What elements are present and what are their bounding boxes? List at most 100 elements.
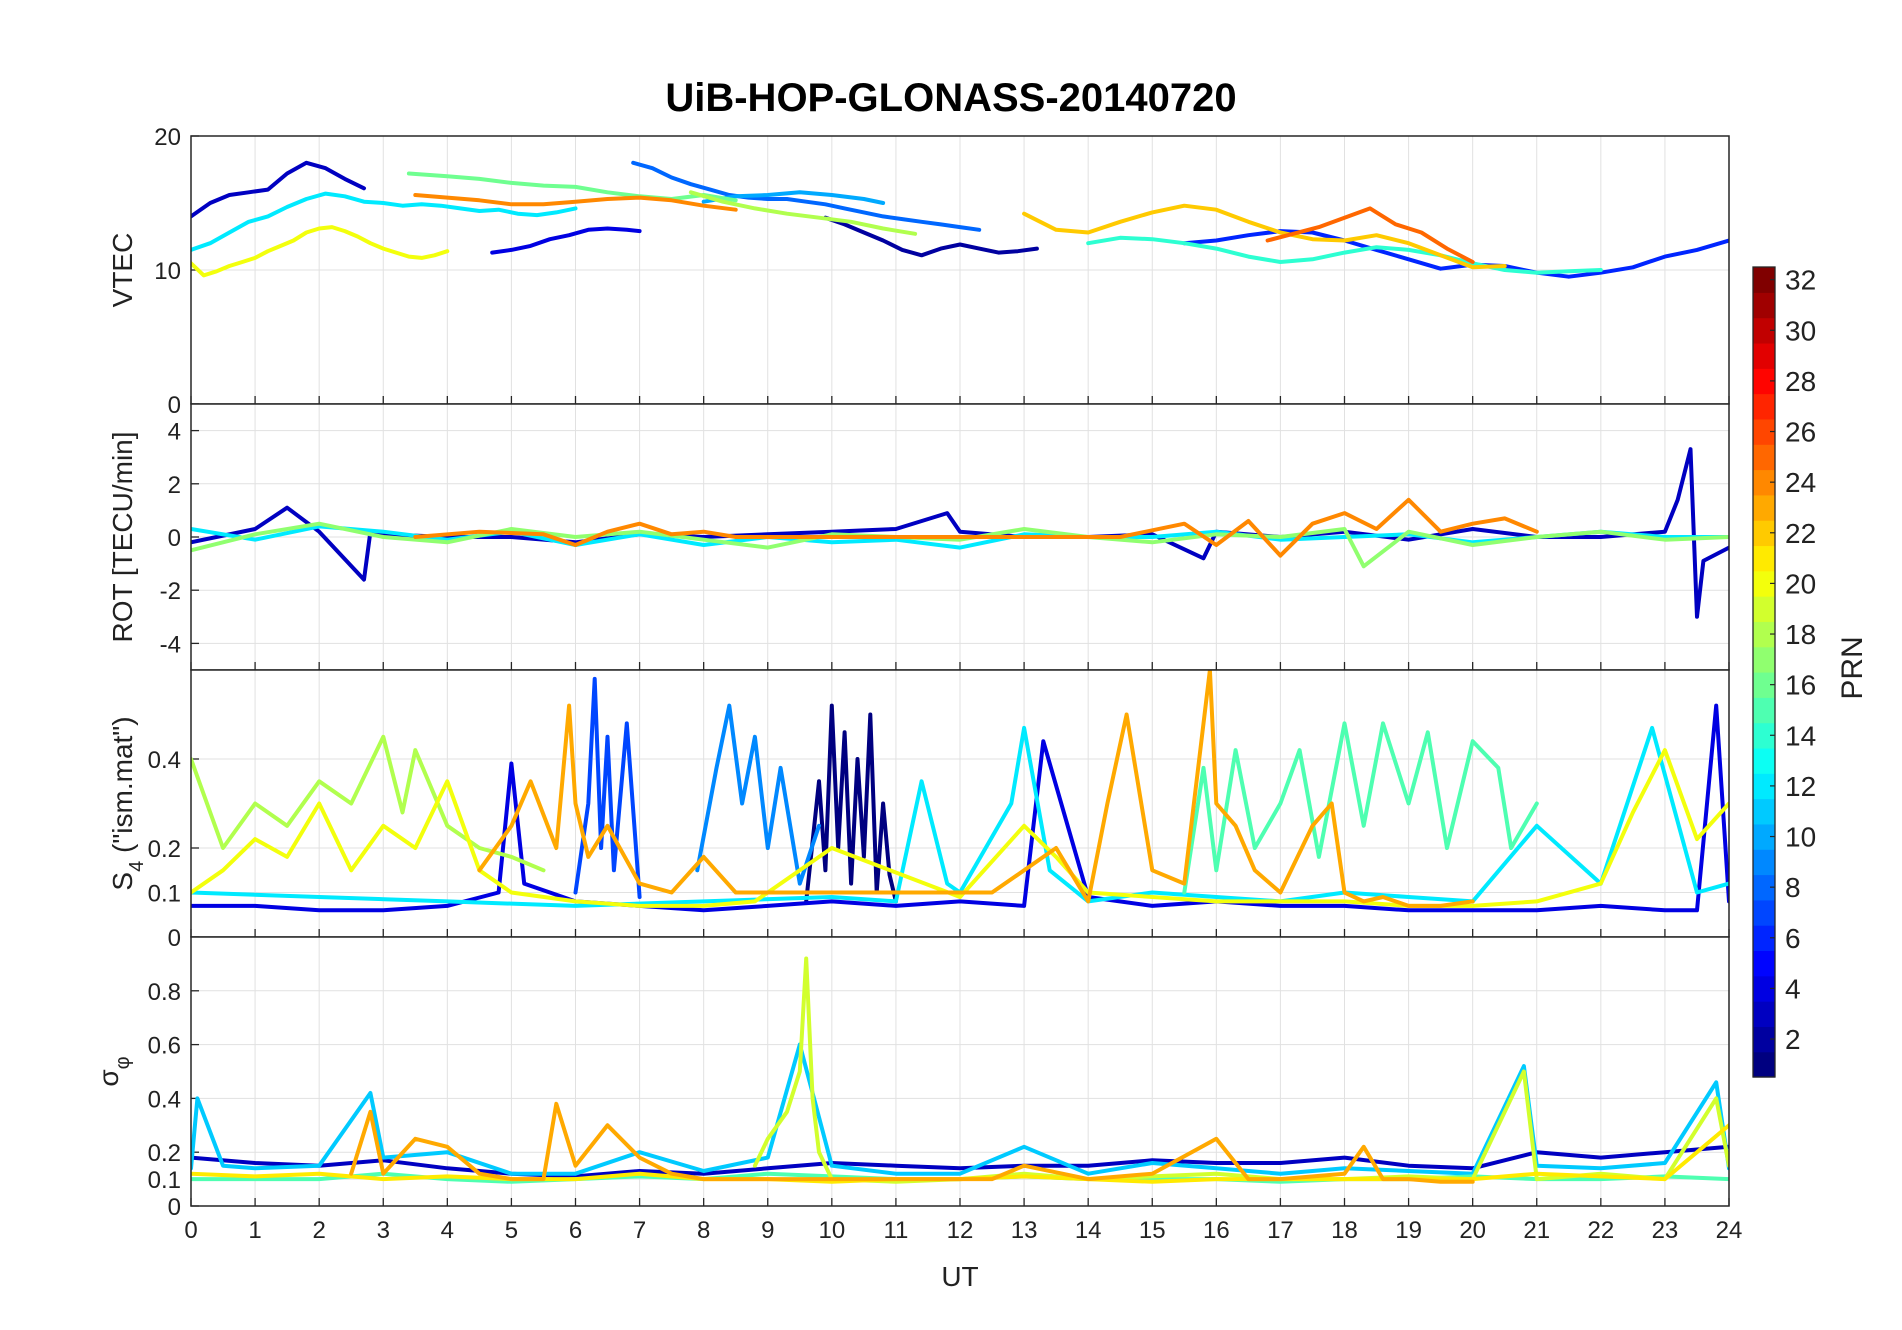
x-tick-label: 7 bbox=[633, 1217, 646, 1244]
x-tick-label: 3 bbox=[377, 1217, 390, 1244]
series-line-prn-1 bbox=[804, 703, 898, 904]
x-tick-label: 16 bbox=[1203, 1217, 1230, 1244]
y-tick-label: 0 bbox=[168, 392, 181, 419]
series-group bbox=[191, 670, 1729, 913]
series-line-prn-18 bbox=[191, 734, 546, 873]
series-line-prn-24 bbox=[413, 497, 1539, 558]
colorbar-segment bbox=[1753, 267, 1775, 293]
series-line-prn-3 bbox=[191, 1144, 1729, 1179]
series-line-prn-4 bbox=[191, 703, 1729, 913]
colorbar-segment bbox=[1753, 874, 1775, 901]
colorbar-segment bbox=[1753, 596, 1775, 622]
colorbar-tick-label: 6 bbox=[1785, 923, 1801, 954]
series-group bbox=[191, 447, 1729, 619]
y-axis-label: ROT [TECU/min] bbox=[107, 431, 138, 642]
colorbar-segment bbox=[1753, 342, 1775, 369]
y-tick-label: 0.4 bbox=[148, 1086, 181, 1113]
panel-rot: -4 -2 0 2 4 ROT [TECU/min] bbox=[107, 403, 1730, 671]
colorbar-tick-label: 2 bbox=[1785, 1024, 1801, 1055]
colorbar-segment bbox=[1753, 317, 1775, 344]
series-line-prn-7 bbox=[573, 676, 642, 899]
colorbar-tick-label: 8 bbox=[1785, 872, 1801, 903]
y-tick-label: -4 bbox=[160, 631, 181, 658]
x-tick-label: 2 bbox=[312, 1217, 325, 1244]
series-line-prn-12 bbox=[191, 191, 578, 252]
colorbar-segment bbox=[1753, 697, 1775, 724]
colorbar-segment bbox=[1753, 975, 1775, 1002]
panel-sigma_phi: 00.10.2 0.4 0.6 0.8 σφ bbox=[93, 936, 1730, 1221]
series-line-prn-24 bbox=[413, 193, 738, 212]
colorbar-segment bbox=[1753, 722, 1775, 749]
colorbar-tick-label: 10 bbox=[1785, 822, 1816, 853]
colorbar-segment bbox=[1753, 545, 1775, 572]
series-line-prn-16 bbox=[406, 171, 738, 203]
colorbar-segment bbox=[1753, 1026, 1775, 1053]
colorbar-segment bbox=[1753, 469, 1775, 496]
panel-frame bbox=[190, 936, 1730, 1207]
series-line-prn-12 bbox=[191, 725, 1729, 908]
colorbar-segment bbox=[1753, 950, 1775, 977]
colorbar-tick-label: 12 bbox=[1785, 771, 1816, 802]
y-tick-label: 0.4 bbox=[148, 747, 181, 774]
y-tick-label: 0 bbox=[168, 925, 181, 952]
y-tick-label: 0.1 bbox=[148, 881, 181, 908]
series-line-prn-12 bbox=[191, 524, 1729, 550]
y-tick-label: 0.2 bbox=[148, 836, 181, 863]
x-tick-label: 19 bbox=[1395, 1217, 1422, 1244]
series-line-prn-18 bbox=[688, 190, 918, 236]
colorbar-segment bbox=[1753, 747, 1775, 774]
colorbar-segment bbox=[1753, 798, 1775, 825]
x-tick-label: 5 bbox=[505, 1217, 518, 1244]
y-tick-label: 20 bbox=[154, 124, 181, 151]
y-tick-label: 2 bbox=[168, 472, 181, 499]
series-line-prn-20 bbox=[191, 748, 1729, 908]
series-line-prn-14 bbox=[1086, 235, 1603, 275]
colorbar-segment bbox=[1753, 773, 1775, 800]
x-tick-label: 10 bbox=[818, 1217, 845, 1244]
y-tick-label: 10 bbox=[154, 258, 181, 285]
y-tick-label: 0 bbox=[168, 525, 181, 552]
colorbar-tick-label: 20 bbox=[1785, 568, 1816, 599]
colorbar-segment bbox=[1753, 393, 1775, 420]
chart-title: UiB-HOP-GLONASS-20140720 bbox=[665, 76, 1237, 120]
x-tick-label: 21 bbox=[1523, 1217, 1550, 1244]
x-tick-label: 18 bbox=[1331, 1217, 1358, 1244]
y-axis-label: σφ bbox=[93, 1056, 134, 1086]
x-tick-label: 8 bbox=[697, 1217, 710, 1244]
x-tick-label: 22 bbox=[1587, 1217, 1614, 1244]
colorbar-segment bbox=[1753, 646, 1775, 673]
y-axis-label: S4 ("ism.mat") bbox=[107, 716, 148, 890]
x-tick-label: 20 bbox=[1459, 1217, 1486, 1244]
series-group bbox=[191, 956, 1729, 1184]
colorbar-tick-label: 4 bbox=[1785, 973, 1801, 1004]
series-line-prn-15 bbox=[1182, 721, 1539, 895]
colorbar-segment bbox=[1753, 444, 1775, 471]
x-tick-label: 11 bbox=[883, 1217, 908, 1244]
x-tick-label: 12 bbox=[947, 1217, 974, 1244]
colorbar-segment bbox=[1753, 368, 1775, 395]
colorbar-segment bbox=[1753, 494, 1775, 521]
colorbar-segment bbox=[1753, 672, 1775, 698]
x-tick-label: 1 bbox=[248, 1217, 261, 1244]
colorbar-tick-label: 30 bbox=[1785, 315, 1816, 346]
series-line-prn-22 bbox=[1022, 203, 1507, 270]
colorbar-segment bbox=[1753, 570, 1775, 597]
colorbar-segment bbox=[1753, 925, 1775, 952]
colorbar-segment bbox=[1753, 418, 1775, 445]
series-line-prn-2 bbox=[823, 215, 1039, 258]
x-tick-label: 4 bbox=[441, 1217, 454, 1244]
colorbar-tick-label: 28 bbox=[1785, 366, 1816, 397]
series-line-prn-4 bbox=[490, 226, 642, 255]
series-line-prn-17 bbox=[191, 521, 1729, 569]
y-tick-label: 0.1 bbox=[148, 1167, 181, 1194]
colorbar-tick-label: 22 bbox=[1785, 518, 1816, 549]
panel-vtec: 0 10 20 VTEC bbox=[107, 124, 1730, 419]
series-line-prn-11 bbox=[191, 1042, 1729, 1176]
colorbar-segment bbox=[1753, 292, 1775, 319]
x-tick-label: 9 bbox=[761, 1217, 774, 1244]
series-line-prn-23 bbox=[349, 1101, 1475, 1184]
series-line-prn-10 bbox=[701, 190, 886, 205]
